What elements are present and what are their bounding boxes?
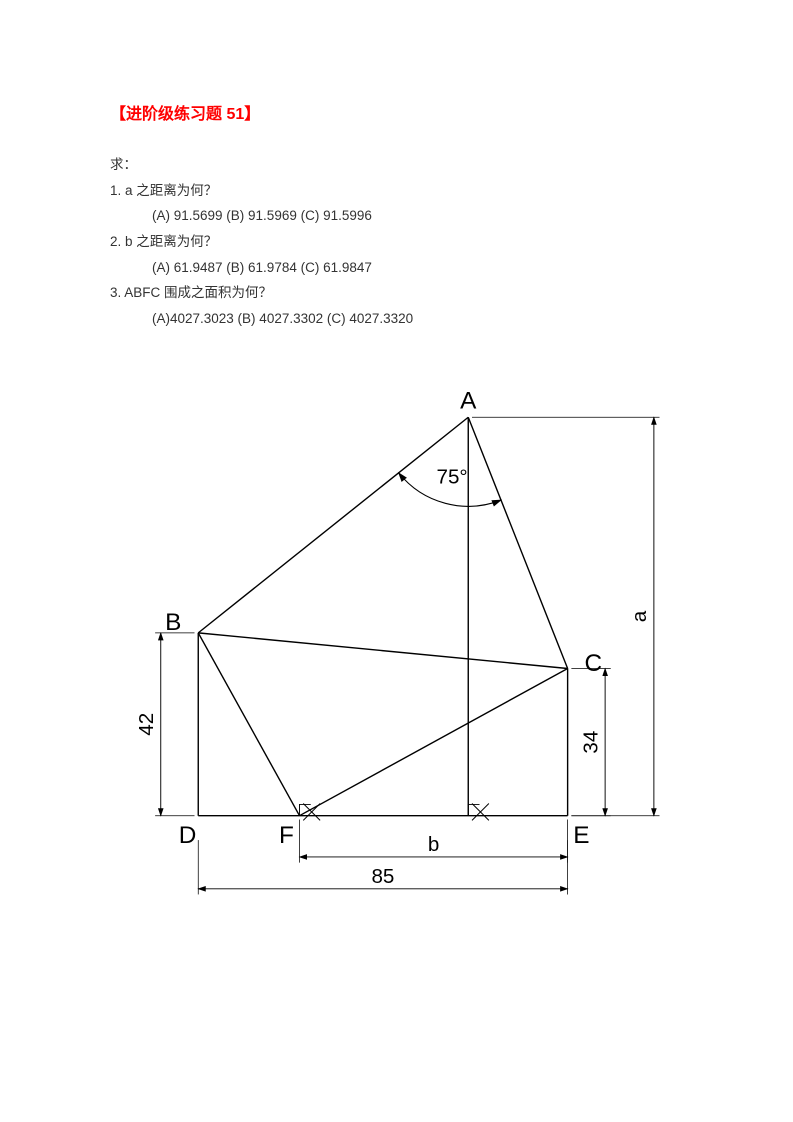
page-title: 【进阶级练习题 51】 <box>110 100 713 124</box>
q2-label: 2. b 之距离为何？ <box>110 229 713 255</box>
geometry-diagram: 75° A B C D F E 42 85 b 34 a <box>112 381 712 941</box>
svg-text:a: a <box>628 611 651 623</box>
svg-text:F: F <box>278 822 293 849</box>
svg-text:85: 85 <box>371 866 394 889</box>
q3-options: (A)4027.3023 (B) 4027.3302 (C) 4027.3320 <box>110 306 713 332</box>
question-block: 求： 1. a 之距离为何？ (A) 91.5699 (B) 91.5969 (… <box>110 152 713 331</box>
svg-text:75°: 75° <box>436 466 467 489</box>
q1-options: (A) 91.5699 (B) 91.5969 (C) 91.5996 <box>110 203 713 229</box>
svg-text:B: B <box>165 609 181 636</box>
svg-text:34: 34 <box>579 731 602 754</box>
svg-text:E: E <box>573 822 589 849</box>
q1-label: 1. a 之距离为何？ <box>110 178 713 204</box>
svg-text:D: D <box>178 822 196 849</box>
prompt: 求： <box>110 152 713 178</box>
q3-label: 3. ABFC 围成之面积为何？ <box>110 280 713 306</box>
svg-text:A: A <box>460 388 477 415</box>
svg-text:b: b <box>427 834 438 857</box>
q2-options: (A) 61.9487 (B) 61.9784 (C) 61.9847 <box>110 255 713 281</box>
svg-text:C: C <box>584 651 602 678</box>
svg-text:42: 42 <box>135 713 158 736</box>
